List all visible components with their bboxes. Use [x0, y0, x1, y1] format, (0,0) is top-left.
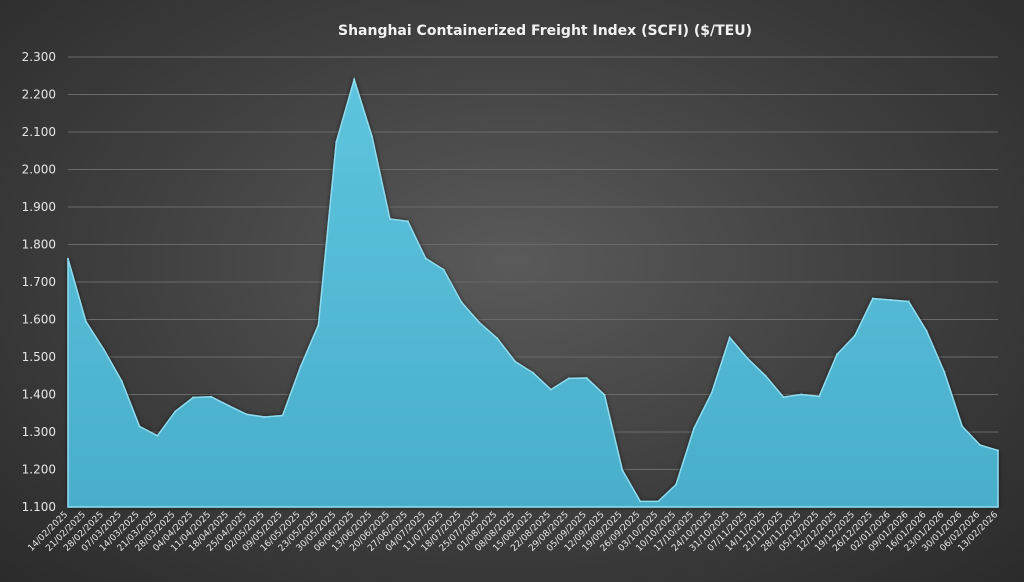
data-point-13/02/2026: [997, 449, 999, 452]
data-point-05/09/2025: [585, 377, 588, 379]
y-tick-label: 1.900: [22, 200, 56, 214]
y-tick-label: 1.300: [22, 425, 56, 439]
data-point-19/12/2025: [853, 334, 856, 337]
data-point-17/10/2025: [692, 427, 695, 430]
y-tick-label: 1.800: [22, 238, 56, 252]
y-tick-label: 1.600: [22, 313, 56, 327]
data-point-28/02/2025: [102, 348, 105, 351]
data-point-27/06/2025: [406, 220, 409, 223]
x-axis: 14/02/202521/02/202528/02/202507/03/2025…: [26, 510, 1000, 554]
data-point-10/10/2025: [675, 483, 678, 486]
data-point-28/03/2025: [174, 410, 177, 413]
data-point-28/11/2025: [800, 393, 803, 396]
y-tick-label: 2.100: [22, 125, 56, 139]
data-point-18/07/2025: [460, 301, 463, 304]
data-point-19/09/2025: [621, 469, 624, 472]
data-point-07/03/2025: [120, 380, 123, 382]
data-point-07/11/2025: [746, 357, 749, 360]
data-point-18/04/2025: [227, 404, 230, 407]
data-point-11/04/2025: [210, 395, 213, 398]
data-point-02/01/2026: [889, 299, 892, 301]
y-tick-label: 1.100: [22, 500, 56, 514]
data-point-15/08/2025: [532, 371, 534, 374]
y-tick-label: 1.200: [22, 463, 56, 477]
data-point-12/12/2025: [836, 353, 839, 356]
data-point-16/01/2026: [925, 329, 928, 332]
data-point-14/02/2025: [67, 257, 69, 260]
data-point-30/01/2026: [961, 425, 964, 428]
data-point-01/08/2025: [496, 337, 499, 340]
data-point-25/07/2025: [478, 321, 481, 324]
data-point-06/02/2026: [979, 444, 982, 447]
data-point-16/05/2025: [299, 365, 302, 368]
data-point-23/05/2025: [317, 324, 320, 327]
data-point-04/04/2025: [192, 396, 195, 399]
data-point-09/01/2026: [907, 300, 910, 303]
data-point-23/01/2026: [943, 371, 946, 373]
data-point-09/05/2025: [281, 414, 284, 417]
data-point-29/08/2025: [567, 377, 570, 380]
data-point-14/11/2025: [764, 374, 767, 377]
data-point-31/10/2025: [728, 336, 731, 339]
y-tick-label: 1.700: [22, 275, 56, 289]
data-point-04/07/2025: [424, 257, 427, 260]
y-tick-label: 2.000: [22, 163, 56, 177]
data-point-11/07/2025: [442, 268, 445, 271]
data-point-05/12/2025: [818, 395, 821, 398]
chart-title: Shanghai Containerized Freight Index (SC…: [338, 23, 752, 39]
data-point-21/02/2025: [84, 320, 87, 323]
data-point-03/10/2025: [657, 500, 660, 503]
data-point-26/09/2025: [639, 500, 642, 503]
y-tick-label: 1.400: [22, 388, 56, 402]
data-point-13/06/2025: [371, 135, 374, 138]
data-point-22/08/2025: [549, 388, 552, 391]
data-point-30/05/2025: [335, 141, 338, 144]
data-point-21/03/2025: [156, 434, 159, 437]
data-point-12/09/2025: [603, 393, 606, 396]
data-point-08/08/2025: [514, 360, 517, 363]
y-tick-label: 1.500: [22, 350, 56, 364]
data-point-20/06/2025: [388, 218, 391, 220]
y-tick-label: 2.300: [22, 50, 56, 64]
data-point-02/05/2025: [263, 416, 266, 418]
data-point-21/11/2025: [782, 396, 785, 399]
data-points: [67, 78, 999, 503]
data-point-14/03/2025: [138, 425, 141, 428]
y-axis: 1.100 1.200 1.300 1.400 1.500 1.600 1.700 1.800…: [22, 50, 56, 514]
data-point-24/10/2025: [710, 391, 713, 394]
data-point-26/12/2025: [871, 297, 874, 300]
data-point-06/06/2025: [353, 78, 356, 81]
data-point-25/04/2025: [245, 413, 248, 416]
scfi-area-series: [67, 76, 999, 508]
y-tick-label: 2.200: [22, 88, 56, 102]
